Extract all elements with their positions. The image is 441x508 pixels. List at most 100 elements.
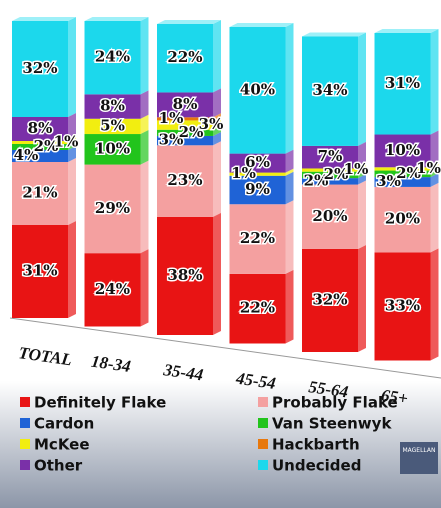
- bar-segment: [157, 145, 213, 217]
- bar-segment: [229, 172, 286, 176]
- value-label: 2%: [304, 171, 329, 189]
- value-label: 24%: [95, 280, 130, 298]
- bar-segment: [157, 129, 213, 136]
- value-label: 1%: [159, 109, 184, 127]
- value-label: 10%: [95, 139, 130, 157]
- bar-segment: [302, 145, 358, 169]
- bar-segment: [374, 134, 431, 168]
- value-label: 2%: [179, 123, 204, 141]
- bar-top: [374, 29, 439, 33]
- bar-side: [430, 182, 439, 253]
- bar-side: [140, 249, 149, 327]
- floor-line: [9, 317, 441, 379]
- value-label: 34%: [312, 81, 347, 99]
- bar-side: [285, 200, 294, 274]
- value-label: 7%: [318, 147, 343, 165]
- bar-side: [358, 141, 366, 169]
- logo-text: MAGELLAN: [402, 447, 435, 454]
- value-label: 31%: [22, 262, 57, 280]
- bar-side: [213, 113, 221, 121]
- bar-segment: [12, 162, 68, 225]
- legend-swatch: [258, 460, 268, 470]
- value-label: 22%: [240, 229, 275, 247]
- value-label: 1%: [344, 160, 369, 178]
- bar-top: [229, 23, 294, 27]
- bar-segment: [157, 92, 213, 118]
- bar-side: [213, 20, 221, 93]
- value-label: 6%: [245, 153, 270, 171]
- legend-label: Probably Flake: [272, 394, 398, 412]
- bar-side: [358, 167, 366, 179]
- legend-label: Undecided: [272, 457, 361, 475]
- bar-segment: [12, 150, 68, 162]
- bar-segment: [374, 252, 431, 361]
- bar-side: [430, 166, 439, 178]
- legend-swatch: [258, 439, 268, 449]
- legend-swatch: [20, 397, 30, 407]
- bar-top: [157, 20, 221, 24]
- value-label: 32%: [22, 59, 57, 77]
- value-label: 10%: [385, 141, 420, 159]
- bar-side: [285, 168, 294, 176]
- bar-segment: [157, 216, 213, 335]
- value-label: 31%: [385, 74, 420, 92]
- bar-side: [140, 160, 149, 254]
- bar-side: [140, 90, 149, 119]
- value-label: 24%: [95, 48, 130, 66]
- legend-swatch: [20, 460, 30, 470]
- value-label: 32%: [312, 290, 347, 308]
- value-label: 20%: [312, 207, 347, 225]
- value-label: 20%: [385, 210, 420, 228]
- bar-segment: [84, 134, 141, 165]
- bar-top: [302, 32, 366, 37]
- bar-segment: [302, 248, 358, 352]
- bar-segment: [157, 120, 213, 130]
- legend-swatch: [20, 439, 30, 449]
- value-label: 8%: [100, 97, 125, 115]
- bar-segment: [374, 167, 431, 171]
- value-label: 4%: [14, 146, 39, 164]
- bar-side: [285, 269, 294, 344]
- legend-swatch: [258, 418, 268, 428]
- bar-segment: [229, 273, 286, 344]
- bar-segment: [84, 118, 141, 135]
- value-label: 1%: [416, 159, 441, 177]
- x-tick-label: 65+: [380, 386, 409, 409]
- bar-side: [430, 163, 439, 171]
- logo-box: [400, 442, 438, 474]
- bar-side: [213, 141, 221, 217]
- value-label: 2%: [396, 164, 421, 182]
- bar-side: [285, 23, 294, 154]
- bar-top: [84, 17, 149, 21]
- value-label: 29%: [95, 199, 130, 217]
- bar-segment: [84, 253, 141, 327]
- bar-segment: [229, 175, 286, 205]
- legend-label: Hackbarth: [272, 436, 360, 454]
- value-label: 40%: [240, 80, 275, 98]
- legend-label: Other: [34, 457, 83, 475]
- legend-swatch: [20, 418, 30, 428]
- bar-side: [430, 29, 439, 135]
- bar-segment: [302, 36, 358, 146]
- value-label: 2%: [34, 137, 59, 155]
- bar-side: [68, 137, 76, 144]
- value-label: 8%: [28, 119, 53, 137]
- bar-side: [213, 88, 221, 118]
- bar-segment: [229, 153, 286, 173]
- bar-side: [358, 244, 366, 352]
- value-label: 9%: [245, 180, 270, 198]
- bar-segment: [302, 171, 358, 179]
- bar-side: [358, 174, 366, 185]
- bar-side: [285, 171, 294, 205]
- value-label: 2%: [324, 165, 349, 183]
- bar-side: [430, 173, 439, 187]
- legend-swatch: [258, 397, 268, 407]
- bar-segment: [12, 141, 68, 144]
- value-label: 22%: [240, 299, 275, 317]
- bar-segment: [12, 21, 68, 117]
- bar-side: [213, 125, 221, 136]
- bar-side: [140, 17, 149, 95]
- value-label: 1%: [231, 164, 256, 182]
- legend-label: Definitely Flake: [34, 394, 166, 412]
